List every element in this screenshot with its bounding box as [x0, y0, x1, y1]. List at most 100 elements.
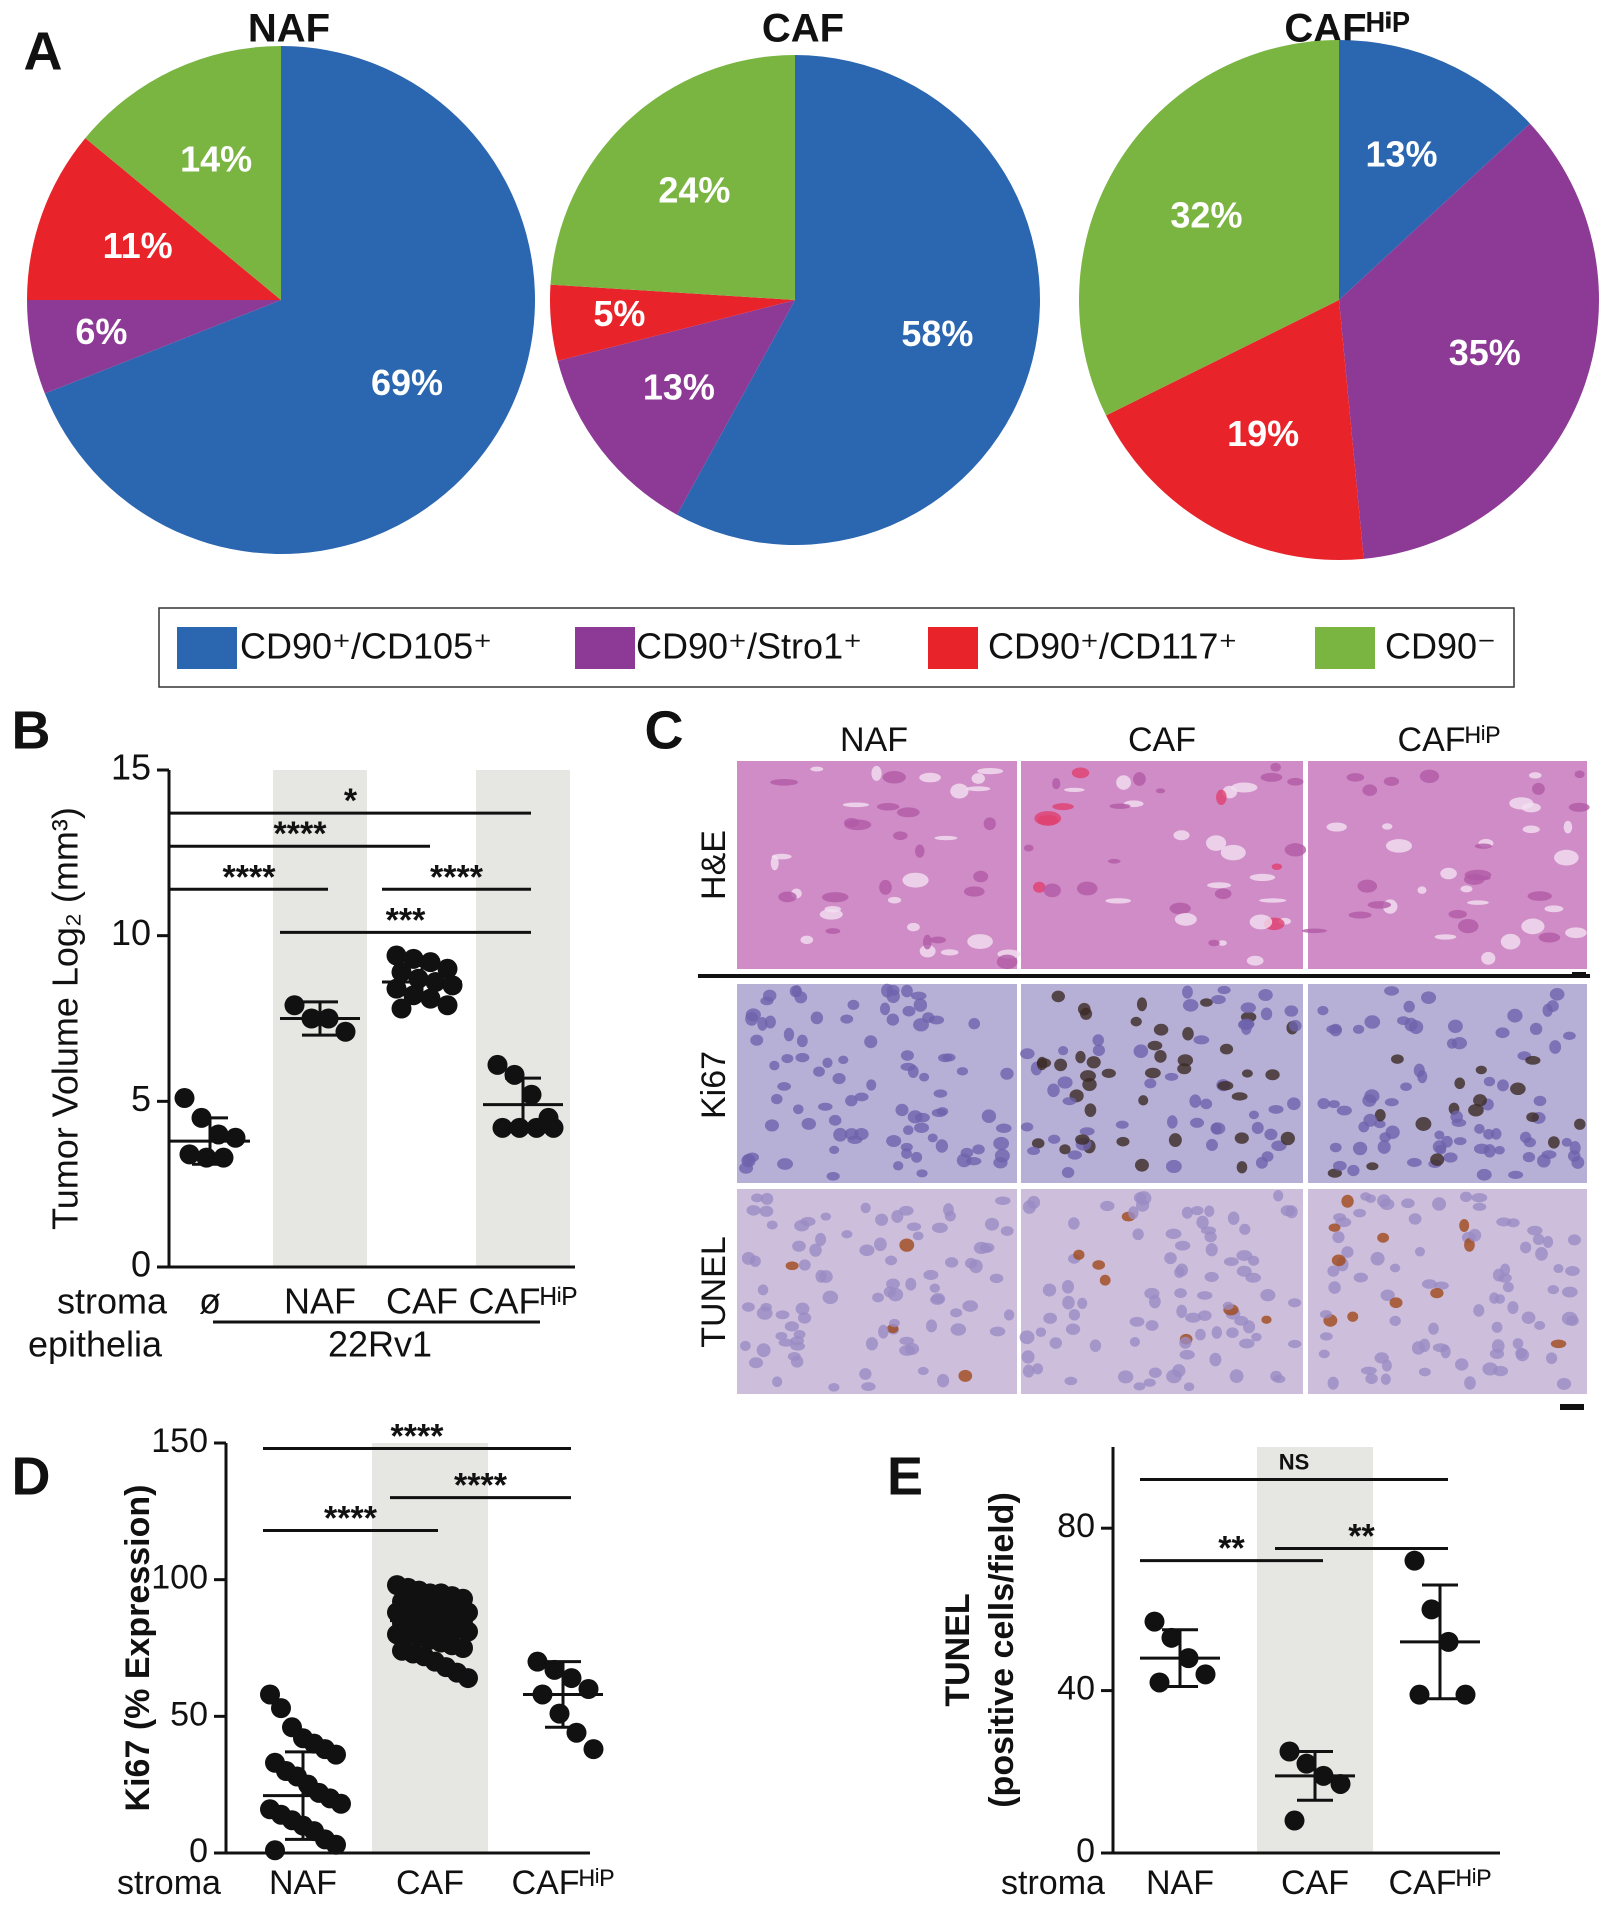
micrograph-texture	[769, 1060, 780, 1071]
micrograph-texture	[1052, 777, 1061, 790]
micrograph-texture	[795, 1302, 810, 1316]
micrograph-texture	[1430, 1153, 1445, 1166]
micrograph-texture	[1527, 1225, 1543, 1236]
micrograph-texture	[879, 879, 892, 895]
micrograph-texture	[1076, 881, 1098, 896]
data-point	[213, 1147, 234, 1168]
micrograph-texture	[1080, 1007, 1093, 1020]
x-axis-label: stroma	[57, 1281, 168, 1322]
micrograph-texture	[1512, 1338, 1524, 1349]
micrograph-texture	[1019, 1330, 1035, 1345]
micrograph-texture	[1130, 1016, 1142, 1027]
micrograph-texture	[1529, 1022, 1543, 1036]
micrograph-texture	[1510, 1082, 1526, 1096]
micrograph-texture	[1227, 1211, 1240, 1225]
micrograph-texture	[1061, 1166, 1075, 1178]
micrograph-texture	[1327, 1376, 1339, 1390]
significance-label: ****	[430, 858, 484, 896]
micrograph-texture	[913, 998, 928, 1012]
micrograph-texture	[936, 1373, 950, 1388]
micrograph-texture	[895, 1103, 909, 1117]
micrograph-texture	[1061, 1279, 1075, 1294]
micrograph-texture	[1366, 1162, 1379, 1171]
micrograph-texture	[965, 1157, 982, 1166]
data-point	[1404, 1550, 1425, 1571]
micrograph-texture	[1459, 1218, 1470, 1233]
micrograph-texture	[1174, 1240, 1191, 1251]
significance-label: ****	[274, 815, 328, 853]
micrograph-texture	[1525, 1055, 1541, 1065]
micrograph-texture	[1377, 1232, 1390, 1243]
micrograph-texture	[1336, 1105, 1352, 1116]
micrograph-texture	[1434, 1130, 1445, 1140]
micrograph-texture	[1179, 1349, 1195, 1360]
micrograph-texture	[1059, 1144, 1071, 1155]
pie-value-label: 11%	[103, 225, 173, 266]
micrograph-texture	[1448, 1019, 1463, 1033]
micrograph-texture	[1357, 879, 1378, 893]
micrograph-texture	[1147, 1040, 1163, 1051]
micrograph-texture	[1384, 986, 1400, 996]
micrograph-texture	[828, 1382, 840, 1392]
micrograph-texture	[764, 1015, 776, 1029]
micrograph-texture	[1174, 912, 1197, 926]
micrograph-texture	[901, 1148, 912, 1159]
micrograph-texture	[1365, 1373, 1378, 1385]
micrograph-texture	[1370, 1251, 1385, 1266]
micrograph-texture	[1181, 1206, 1193, 1219]
micrograph-texture	[750, 1034, 764, 1046]
pie-slice	[27, 138, 281, 300]
micrograph-texture	[1226, 1327, 1239, 1339]
pie-title: CAF	[762, 7, 844, 51]
x-axis-label: stroma	[117, 1864, 221, 1902]
y-tick-label: 10	[111, 912, 151, 953]
micrograph-texture	[1515, 1347, 1527, 1359]
micrograph-texture	[1064, 787, 1085, 792]
data-point	[331, 1793, 351, 1814]
micrograph-texture	[907, 1110, 923, 1124]
micrograph-texture	[826, 1171, 840, 1181]
data-point	[284, 995, 305, 1016]
significance-label: ****	[454, 1467, 508, 1505]
micrograph-texture	[798, 1259, 811, 1271]
micrograph-texture	[785, 1261, 799, 1271]
micrograph-texture	[1327, 1265, 1340, 1277]
micrograph-texture	[790, 1341, 806, 1351]
micrograph-texture	[1380, 1289, 1395, 1302]
micrograph-texture	[1561, 1137, 1573, 1147]
micrograph-texture	[1065, 1323, 1081, 1335]
micrograph-texture	[866, 1079, 877, 1091]
micrograph-texture	[1042, 1283, 1057, 1297]
micrograph-texture	[1190, 1117, 1205, 1128]
micrograph-texture	[1566, 1315, 1579, 1326]
micrograph-texture	[1526, 1112, 1539, 1123]
data-point	[458, 1621, 478, 1642]
micrograph-texture	[1216, 789, 1227, 805]
micrograph-texture	[746, 1205, 761, 1216]
micrograph-texture	[1234, 1315, 1249, 1326]
micrograph-texture	[770, 855, 779, 871]
micrograph-texture	[1179, 1336, 1192, 1349]
micrograph-texture	[973, 870, 989, 883]
pie-slice	[1079, 40, 1339, 416]
pie-title: NAF	[248, 7, 330, 51]
micrograph-texture	[1502, 1281, 1514, 1293]
micrograph-texture	[1223, 1257, 1239, 1267]
micrograph-texture	[820, 1212, 832, 1221]
micrograph-texture	[1051, 990, 1065, 1003]
panel-label: B	[12, 700, 51, 760]
data-point	[437, 958, 458, 979]
micrograph-texture	[1352, 1141, 1368, 1156]
micrograph-texture	[854, 1092, 869, 1102]
data-point	[544, 1659, 565, 1680]
micrograph-texture	[1468, 1103, 1484, 1117]
pie-slice	[1106, 300, 1364, 560]
micrograph-texture	[1249, 873, 1276, 882]
micrograph-texture	[778, 1338, 794, 1347]
micrograph-texture	[1092, 1044, 1105, 1057]
micrograph-texture	[1377, 1194, 1391, 1208]
x-tick-label: CAFᴴⁱᴾ	[1389, 1864, 1492, 1902]
micrograph-texture	[1195, 1328, 1206, 1341]
micrograph-texture	[1234, 1132, 1249, 1144]
micrograph-texture	[911, 1151, 923, 1163]
